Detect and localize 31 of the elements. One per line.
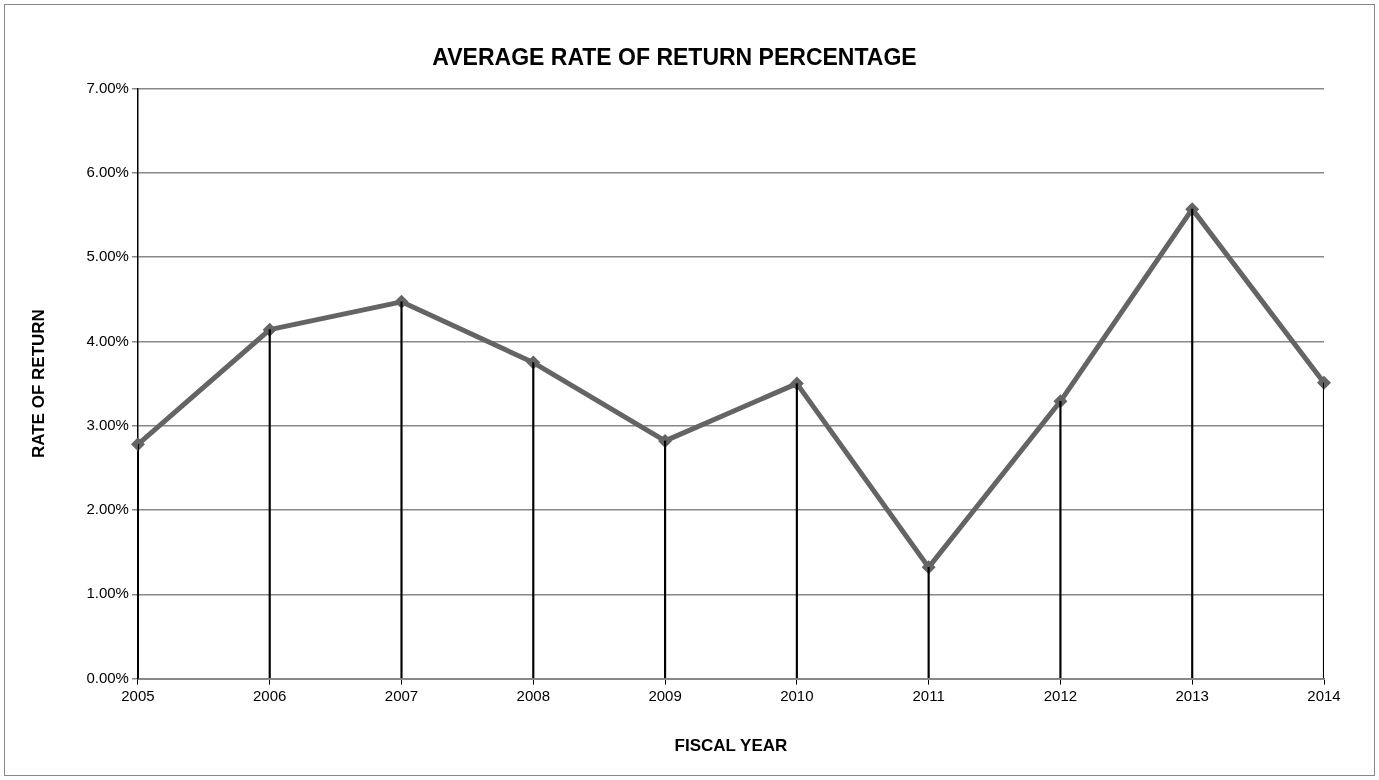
bar — [1059, 400, 1062, 679]
x-tick-label: 2005 — [121, 686, 155, 704]
point — [1317, 375, 1331, 390]
bar — [795, 383, 798, 679]
x-tick-label: 2009 — [648, 686, 682, 704]
x-tick-label: 2010 — [780, 686, 814, 704]
y-tick-label: 7.00% — [86, 78, 129, 96]
y-tick-label: 6.00% — [86, 163, 129, 181]
x-tick-label: 2013 — [1175, 686, 1209, 704]
y-tick-label: 4.00% — [86, 331, 129, 349]
bar — [400, 301, 403, 679]
bar — [532, 362, 535, 679]
x-axis-title: FISCAL YEAR — [674, 736, 788, 756]
y-tick-label: 5.00% — [86, 247, 129, 265]
y-tick-label: 2.00% — [86, 500, 129, 518]
bar — [268, 329, 271, 679]
bar — [663, 440, 667, 679]
x-tick-label: 2011 — [912, 686, 945, 704]
y-tick-label: 1.00% — [86, 584, 129, 602]
bar — [927, 567, 930, 679]
x-tick-label: 2006 — [253, 686, 287, 704]
chart-title: AVERAGE RATE OF RETURN PERCENTAGE — [432, 44, 917, 71]
x-tick-label: 2014 — [1307, 686, 1341, 704]
x-tick-label: 2012 — [1043, 686, 1078, 704]
bar — [1322, 382, 1324, 679]
y-tick-label: 3.00% — [86, 415, 129, 433]
x-tick-label: 2008 — [516, 686, 550, 704]
y-axis-title: RATE OF RETURN — [28, 309, 48, 459]
x-tick-label: 2007 — [384, 686, 419, 704]
bar — [1191, 208, 1194, 679]
y-tick-label: 0.00% — [86, 668, 129, 686]
